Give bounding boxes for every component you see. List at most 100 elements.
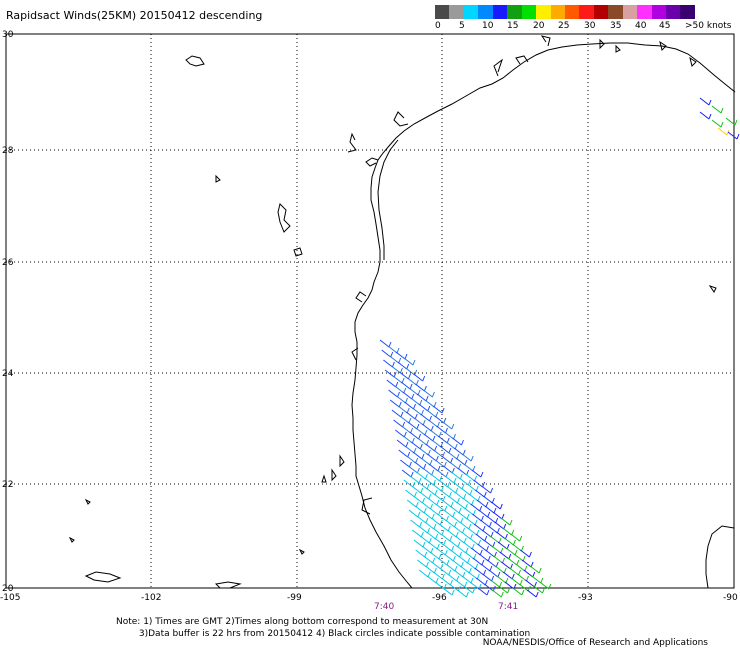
wind-barb: [420, 457, 433, 466]
wind-barb: [483, 539, 496, 548]
wind-barb: [466, 483, 479, 492]
wind-barb: [455, 579, 468, 588]
wind-barb: [512, 587, 525, 596]
wind-barb: [442, 543, 455, 552]
lon-label-90: -90: [723, 593, 738, 603]
lon-label-99: -99: [287, 593, 302, 603]
wind-barb: [491, 545, 504, 554]
wind-barb: [387, 345, 400, 354]
wind-barb: [441, 499, 454, 508]
wind-barb: [381, 349, 394, 358]
wind-barb: [429, 507, 441, 516]
wind-barb: [504, 537, 516, 546]
wind-barb: [394, 385, 407, 394]
wind-barb: [489, 535, 502, 544]
wind-barb: [453, 447, 466, 456]
wind-barb: [427, 497, 440, 506]
wind-barb: [451, 559, 464, 568]
colorbar-labels: 0 5 10 15 20 25 30 35 40 45 >50 knots: [0, 21, 740, 33]
wind-barb: [491, 589, 504, 598]
wind-barb: [513, 553, 526, 562]
wind-barb: [430, 473, 443, 482]
wind-barb: [423, 389, 435, 398]
wind-barb: [485, 549, 497, 558]
wind-barb: [426, 409, 439, 418]
wind-barb: [422, 511, 435, 520]
wind-barb: [454, 535, 467, 544]
wind-barb: [469, 537, 481, 546]
islands: [68, 38, 717, 589]
colorbar-swatch: [579, 5, 594, 19]
colorbar-swatch: [651, 5, 666, 19]
wind-barb: [421, 423, 434, 432]
wind-barb: [526, 589, 539, 598]
wind-barb: [417, 481, 430, 490]
wind-barb: [501, 561, 513, 570]
wind-barb: [379, 339, 392, 348]
colorbar-swatch: [666, 5, 681, 19]
wind-barb: [412, 407, 424, 416]
wind-barb: [474, 567, 487, 576]
colorbar-label: 5: [459, 21, 465, 31]
wind-barb: [429, 551, 442, 560]
wind-barb: [409, 431, 422, 440]
colorbar-swatch: [622, 5, 638, 19]
wind-barb: [475, 533, 488, 542]
wind-barb: [434, 415, 447, 424]
wind-barb: [476, 499, 489, 508]
wind-barb: [402, 435, 415, 444]
wind-barb: [481, 485, 494, 494]
wind-barb: [391, 365, 403, 374]
time-label: 7:41: [498, 602, 518, 612]
wind-barb: [417, 559, 429, 568]
wind-barb: [424, 399, 437, 408]
wind-barb: [444, 431, 456, 440]
wind-barb: [431, 561, 444, 570]
wind-barb: [483, 583, 496, 592]
wind-barb: [525, 579, 537, 588]
wind-barb: [488, 569, 501, 578]
lat-label-30: 30: [2, 30, 14, 40]
wind-barb: [426, 453, 439, 462]
graticule: [6, 34, 734, 588]
wind-barb: [418, 403, 431, 412]
wind-barb: [408, 509, 421, 518]
colorbar-swatch: [564, 5, 580, 19]
wind-barb: [428, 419, 440, 428]
colorbar-label: 40: [635, 21, 647, 31]
wind-barb: [512, 543, 524, 552]
wind-barb: [482, 573, 495, 582]
wind-barb: [450, 549, 463, 558]
wind-barb: [450, 471, 463, 480]
wind-barb: [711, 105, 724, 114]
wind-barb: [438, 479, 451, 488]
wind-barb: [389, 399, 402, 408]
wind-barb: [502, 571, 515, 580]
wind-barb: [486, 559, 499, 568]
wind-barb: [523, 569, 536, 578]
lon-label-105: -105: [0, 593, 20, 603]
wind-barb: [455, 457, 468, 466]
wind-barb: [480, 519, 492, 528]
wind-barb: [445, 563, 458, 572]
wind-barb: [404, 445, 417, 454]
wind-barb: [424, 521, 437, 530]
wind-barb: [405, 367, 418, 376]
wind-barb: [426, 531, 439, 540]
wind-barb: [711, 119, 724, 128]
wind-barb: [474, 489, 487, 498]
wind-barb: [399, 371, 411, 380]
wind-barb: [453, 569, 466, 578]
wind-barb: [407, 377, 419, 386]
wind-barb: [468, 493, 481, 502]
wind-barb: [398, 449, 411, 458]
wind-barb: [515, 563, 528, 572]
wind-barb: [441, 577, 453, 586]
wind-barb: [437, 513, 449, 522]
wind-barb: [502, 527, 515, 536]
wind-barb: [448, 495, 460, 504]
wind-barb: [458, 477, 471, 486]
wind-barb: [451, 515, 464, 524]
wind-barb: [464, 551, 477, 560]
wind-barb: [430, 517, 443, 526]
